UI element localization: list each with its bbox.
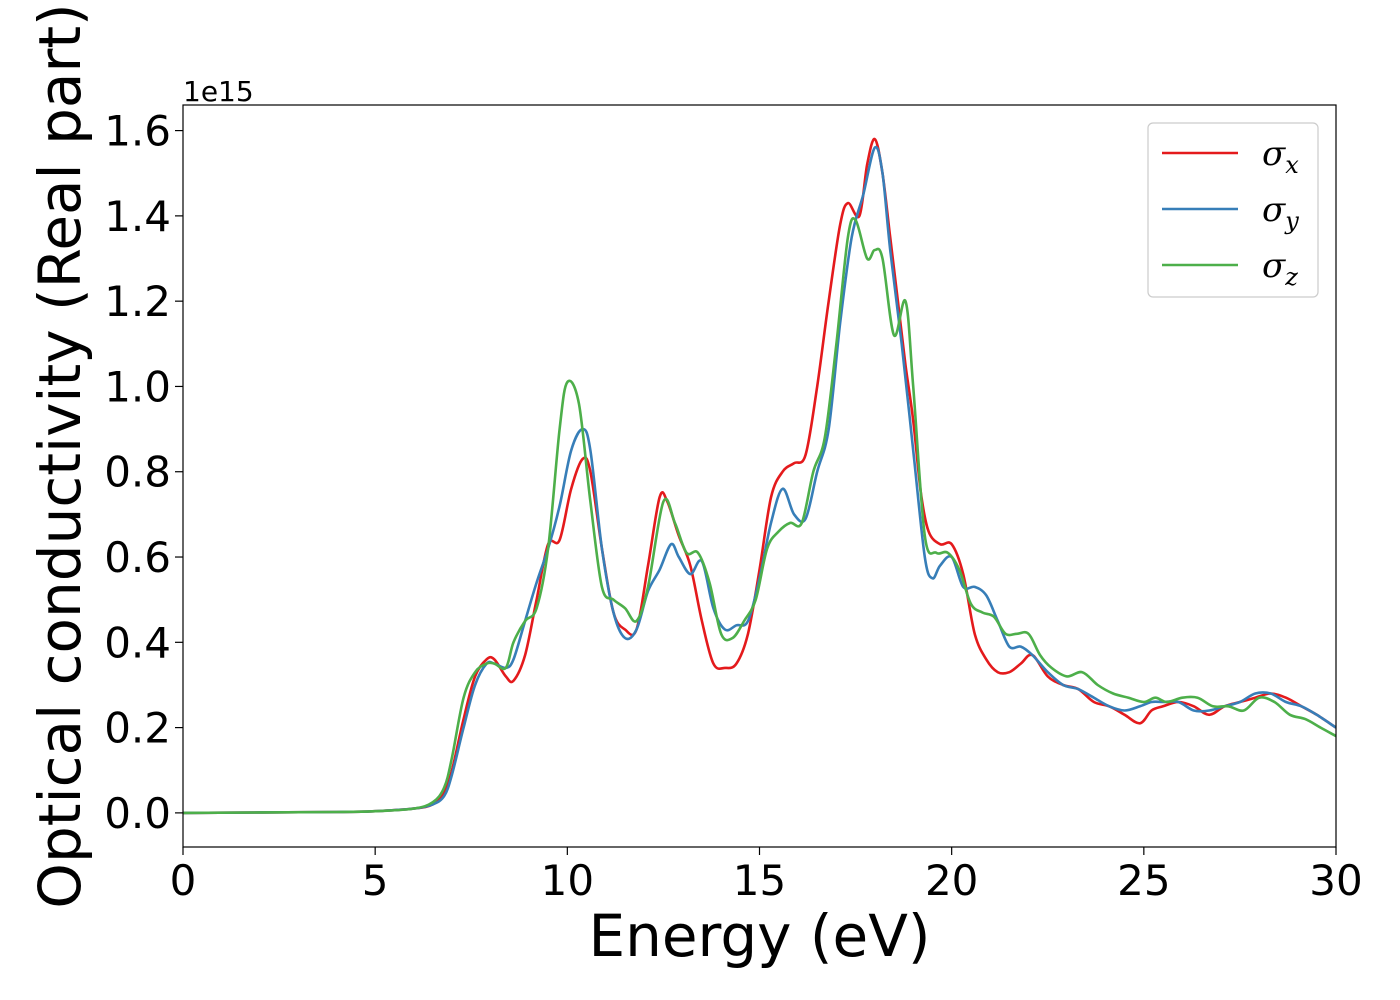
y-tick-label: 0.2: [104, 704, 171, 753]
y-tick-label: 0.8: [104, 448, 171, 497]
series-line-z: [183, 217, 1336, 815]
y-tick-label: 1.0: [104, 362, 171, 411]
legend-label-base: σ: [1262, 134, 1286, 174]
y-tick-label: 1.4: [104, 192, 171, 241]
legend-label-x: σx: [1262, 134, 1299, 179]
y-tick-label: 0.6: [104, 533, 171, 582]
y-tick-label: 0.0: [104, 789, 171, 838]
legend-label-base: σ: [1262, 246, 1286, 286]
legend-label-subscript: z: [1284, 263, 1298, 291]
x-tick-label: 15: [733, 856, 786, 905]
y-tick-label: 0.4: [104, 618, 171, 667]
x-axis: 0 5 10 15 20 25 30: [170, 847, 1363, 905]
x-tick-label: 25: [1117, 856, 1170, 905]
x-tick-label: 5: [362, 856, 389, 905]
y-offset-label: 1e15: [183, 75, 254, 108]
series-line-x: [183, 137, 1336, 815]
x-tick-label: 30: [1309, 856, 1362, 905]
x-axis-label: Energy (eV): [588, 902, 930, 970]
x-tick-label: 0: [170, 856, 197, 905]
legend-label-z: σz: [1262, 246, 1298, 291]
legend-label-y: σy: [1262, 190, 1299, 235]
series-layer: [183, 137, 1336, 815]
legend-label-subscript: y: [1284, 207, 1299, 235]
legend-label-base: σ: [1262, 190, 1286, 230]
legend-label-subscript: x: [1285, 151, 1299, 179]
y-tick-label: 1.2: [104, 277, 171, 326]
x-tick-label: 20: [925, 856, 978, 905]
y-axis: 0.0 0.2 0.4 0.6 0.8 1.0 1.2 1.4 1.6: [104, 107, 183, 838]
y-tick-label: 1.6: [104, 107, 171, 156]
x-tick-label: 10: [541, 856, 594, 905]
y-axis-label: Optical conductivity (Real part): [26, 3, 94, 908]
